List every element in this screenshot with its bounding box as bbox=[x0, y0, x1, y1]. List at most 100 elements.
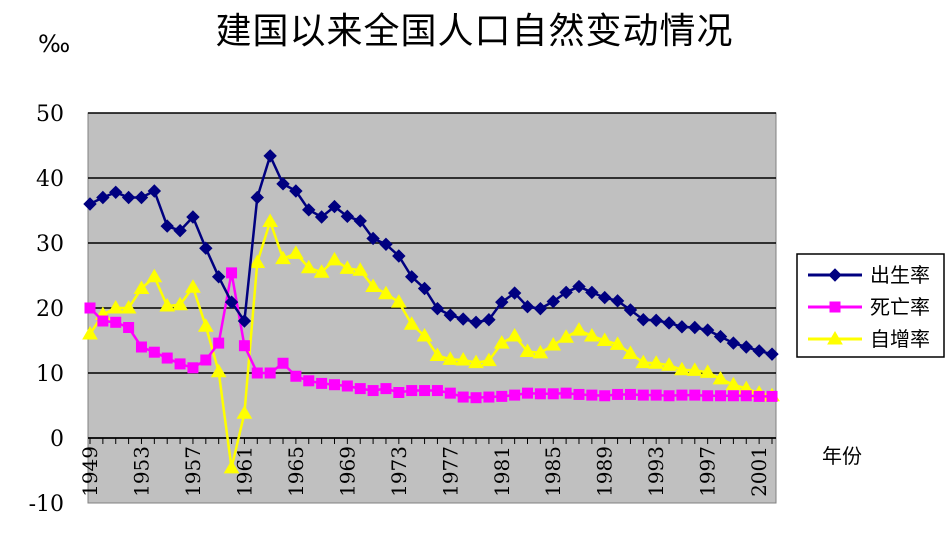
data-point bbox=[276, 177, 290, 191]
data-point bbox=[327, 199, 342, 214]
data-point bbox=[457, 391, 469, 403]
data-point bbox=[224, 295, 239, 309]
data-point bbox=[213, 337, 225, 349]
data-point bbox=[765, 347, 779, 361]
y-tick-label: 0 bbox=[50, 427, 64, 452]
data-point bbox=[160, 219, 174, 233]
data-point bbox=[82, 326, 98, 340]
data-point bbox=[250, 190, 264, 205]
data-point bbox=[624, 388, 636, 400]
data-point bbox=[238, 340, 250, 352]
data-point bbox=[674, 361, 690, 376]
data-point bbox=[430, 301, 445, 316]
data-point bbox=[262, 213, 279, 228]
data-point bbox=[598, 290, 612, 305]
data-point bbox=[365, 278, 381, 293]
data-point bbox=[431, 385, 443, 397]
data-point bbox=[120, 300, 137, 314]
data-point bbox=[380, 383, 392, 395]
data-point bbox=[586, 389, 598, 401]
x-tick-label: 1957 bbox=[181, 446, 205, 497]
data-point bbox=[148, 346, 160, 358]
y-tick-label: 50 bbox=[36, 102, 64, 127]
data-point bbox=[571, 322, 587, 336]
y-tick-label: 40 bbox=[36, 167, 64, 192]
data-point bbox=[725, 376, 742, 391]
data-point bbox=[442, 351, 459, 365]
chart-title: 建国以来全国人口自然变动情况 bbox=[215, 11, 734, 52]
legend-marker bbox=[829, 301, 841, 313]
data-point bbox=[623, 303, 638, 317]
data-point bbox=[583, 327, 600, 342]
data-point bbox=[96, 190, 110, 205]
data-point bbox=[340, 209, 355, 224]
data-point bbox=[599, 390, 611, 402]
data-point bbox=[610, 294, 625, 308]
y-tick-label: 30 bbox=[36, 232, 64, 257]
data-point bbox=[559, 285, 573, 300]
data-point bbox=[406, 385, 418, 397]
legend-label: 自增率 bbox=[870, 327, 930, 351]
data-point bbox=[173, 223, 187, 238]
data-point bbox=[715, 390, 727, 402]
data-point bbox=[249, 254, 266, 268]
data-point bbox=[161, 352, 173, 364]
data-point bbox=[367, 385, 379, 397]
data-point bbox=[766, 390, 778, 402]
x-tick-label: 1981 bbox=[490, 446, 514, 497]
data-point bbox=[314, 210, 329, 224]
data-point bbox=[159, 298, 176, 312]
data-point bbox=[328, 379, 340, 391]
data-point bbox=[185, 279, 201, 293]
data-point bbox=[404, 270, 419, 284]
data-point bbox=[596, 332, 613, 346]
data-point bbox=[689, 389, 701, 401]
data-point bbox=[663, 390, 675, 402]
data-point bbox=[187, 362, 199, 374]
data-point bbox=[110, 316, 122, 328]
x-tick-label: 1965 bbox=[284, 446, 308, 497]
data-point bbox=[197, 318, 214, 332]
data-point bbox=[419, 385, 431, 397]
data-point bbox=[661, 357, 677, 371]
data-point bbox=[739, 340, 753, 354]
data-point bbox=[444, 387, 456, 399]
legend-marker bbox=[828, 268, 842, 282]
data-point bbox=[172, 296, 188, 311]
data-point bbox=[650, 389, 662, 401]
y-tick-label: 10 bbox=[36, 362, 64, 387]
data-point bbox=[237, 314, 252, 328]
data-point bbox=[354, 383, 366, 395]
data-point bbox=[699, 364, 716, 378]
data-point bbox=[123, 322, 135, 333]
data-point bbox=[636, 312, 651, 327]
data-point bbox=[199, 241, 213, 255]
data-point bbox=[469, 315, 483, 330]
x-tick-label: 1985 bbox=[541, 446, 565, 497]
data-point bbox=[495, 295, 509, 309]
data-point bbox=[288, 245, 304, 259]
data-point bbox=[702, 390, 714, 402]
data-point bbox=[107, 300, 124, 314]
x-tick-label: 1977 bbox=[438, 446, 462, 497]
data-point bbox=[496, 390, 508, 402]
data-point bbox=[236, 405, 253, 419]
x-tick-label: 2001 bbox=[747, 446, 771, 497]
data-point bbox=[352, 262, 369, 276]
x-tick-label: 1953 bbox=[129, 446, 153, 497]
data-point bbox=[186, 210, 200, 224]
data-point bbox=[688, 320, 702, 335]
data-point bbox=[468, 354, 484, 369]
data-point bbox=[545, 337, 562, 351]
legend-marker bbox=[827, 331, 843, 345]
data-point bbox=[366, 231, 380, 246]
data-point bbox=[97, 315, 109, 327]
data-point bbox=[313, 264, 330, 278]
data-point bbox=[727, 390, 739, 402]
x-tick-label: 1969 bbox=[335, 446, 359, 497]
data-point bbox=[302, 203, 316, 217]
data-point bbox=[675, 320, 689, 334]
data-point bbox=[506, 327, 523, 342]
data-point bbox=[210, 363, 227, 378]
data-point bbox=[635, 354, 652, 369]
